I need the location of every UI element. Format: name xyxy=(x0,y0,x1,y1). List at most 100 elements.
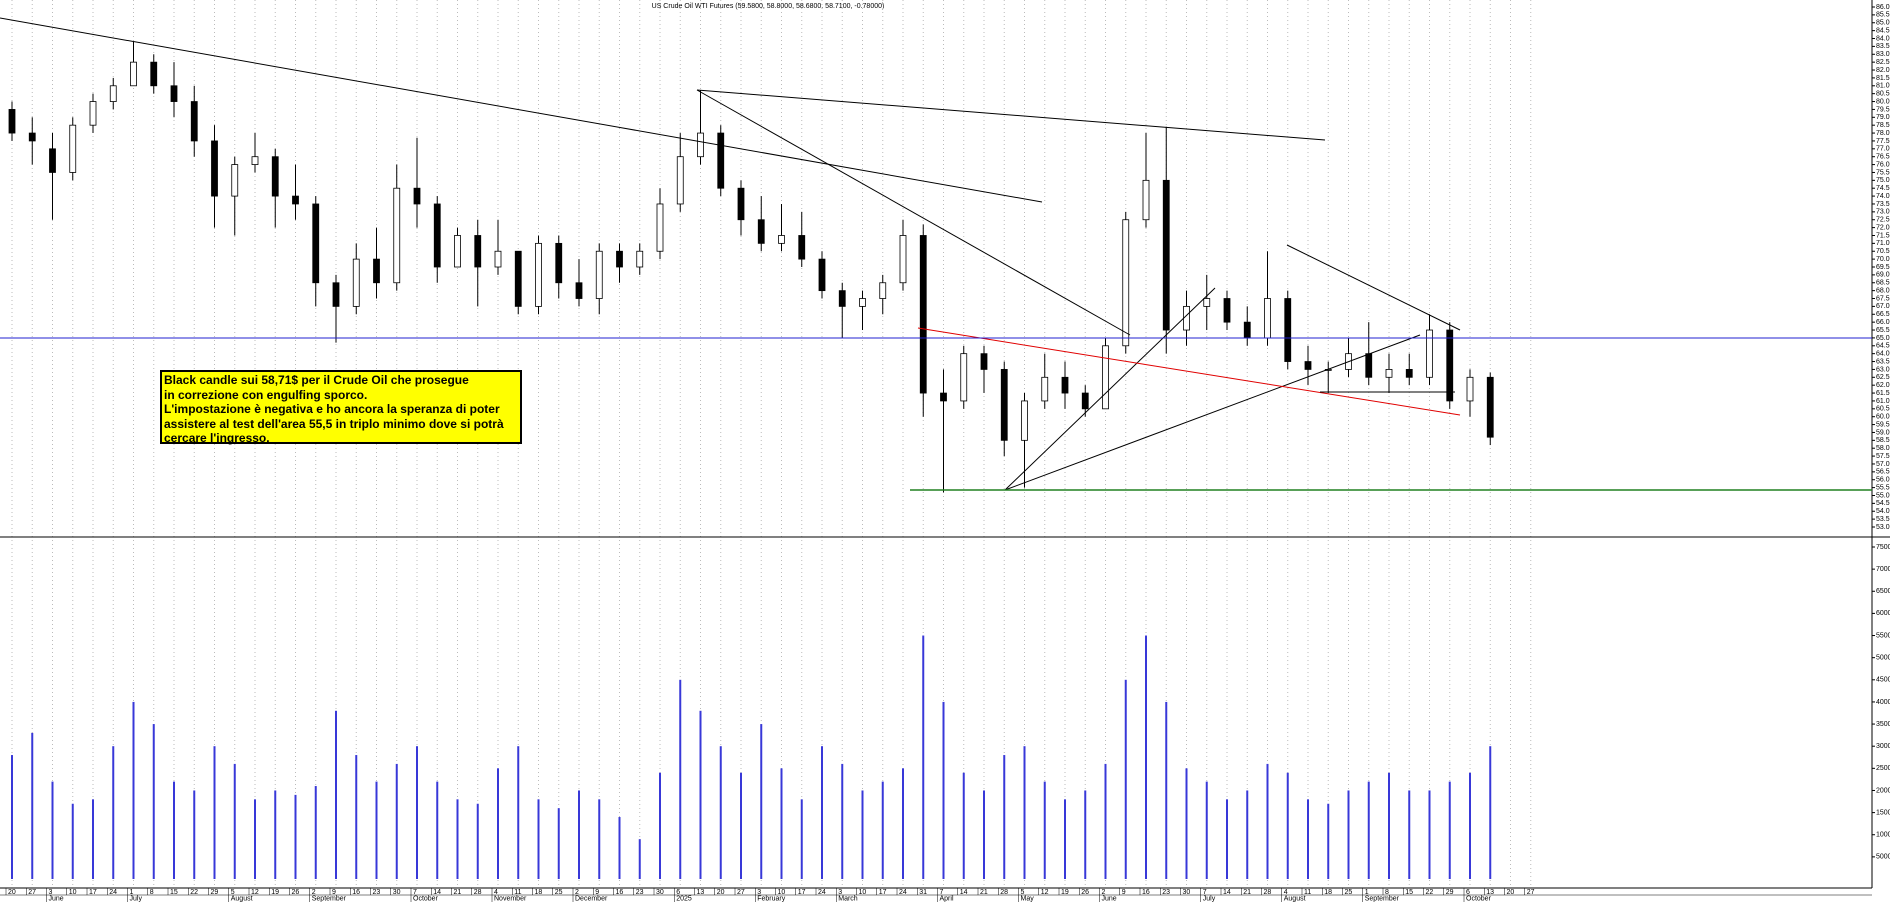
y2-tick-label: 50000 xyxy=(1876,655,1890,662)
x-tick-label: 5 xyxy=(1021,889,1025,896)
candle-body xyxy=(474,235,482,268)
y-tick-label: 61.5 xyxy=(1876,390,1890,397)
x-tick-label: 7 xyxy=(413,889,417,896)
y-tick-label: 72.0 xyxy=(1876,224,1890,231)
volume-bar xyxy=(1307,799,1309,879)
candle-body xyxy=(838,290,846,307)
month-label: September xyxy=(312,895,347,902)
y2-tick-label: 25000 xyxy=(1876,765,1890,772)
month-label: February xyxy=(757,895,786,902)
x-tick-label: 28 xyxy=(1264,889,1272,896)
x-tick-label: 21 xyxy=(454,889,462,896)
volume-bar xyxy=(1145,635,1147,879)
x-tick-label: 5 xyxy=(231,889,235,896)
volume-bar xyxy=(962,772,965,879)
volume-bar xyxy=(1165,701,1168,879)
x-tick-label: 24 xyxy=(899,889,907,896)
month-label: June xyxy=(1102,895,1117,902)
x-tick-label: 17 xyxy=(879,889,887,896)
x-tick-label: 15 xyxy=(170,889,178,896)
x-tick-label: 20 xyxy=(1507,889,1515,896)
y2-tick-label: 75000 xyxy=(1876,544,1890,551)
volume-bar xyxy=(821,746,823,879)
volume-bar xyxy=(902,768,904,879)
x-tick-label: 8 xyxy=(150,889,154,896)
annotation-box: Black candle sui 58,71$ per il Crude Oil… xyxy=(160,370,522,445)
candle-body xyxy=(1142,179,1150,221)
x-tick-label: 4 xyxy=(1284,889,1288,896)
x-tick-label: 14 xyxy=(433,889,441,896)
x-tick-label: 27 xyxy=(737,889,745,896)
x-tick-label: 3 xyxy=(757,889,761,896)
x-tick-label: 14 xyxy=(960,889,968,896)
volume-bar xyxy=(1286,772,1289,879)
y-tick-label: 80.5 xyxy=(1876,91,1890,98)
volume-bar xyxy=(1327,803,1330,879)
volume-bar xyxy=(294,794,297,879)
y-tick-label: 79.0 xyxy=(1876,114,1890,121)
volume-bar xyxy=(355,755,358,879)
volume-bar xyxy=(152,724,155,879)
y-tick-label: 70.0 xyxy=(1876,256,1890,263)
x-tick-label: 12 xyxy=(251,889,259,896)
candle-body xyxy=(1203,298,1211,307)
volume-bar xyxy=(1408,790,1411,879)
volume-bar xyxy=(780,768,783,879)
y-tick-label: 56.0 xyxy=(1876,477,1890,484)
y-tick-label: 67.0 xyxy=(1876,303,1890,310)
candle-body xyxy=(737,187,745,221)
candle-body xyxy=(757,219,765,244)
trend-line xyxy=(696,89,1326,141)
volume-bar xyxy=(861,790,864,879)
candle-body xyxy=(130,61,137,87)
candle-body xyxy=(89,101,97,126)
x-tick-label: 30 xyxy=(393,889,401,896)
y-tick-label: 71.0 xyxy=(1876,240,1890,247)
candle-body xyxy=(1061,376,1069,394)
y-tick-label: 86.0 xyxy=(1876,4,1890,11)
annotation: Black candle sui 58,71$ per il Crude Oil… xyxy=(164,373,469,387)
y-tick-label: 58.0 xyxy=(1876,445,1890,452)
volume-bar xyxy=(274,790,277,879)
y-tick-label: 74.5 xyxy=(1876,185,1890,192)
x-tick-label: 25 xyxy=(1345,889,1353,896)
candle-body xyxy=(69,124,77,173)
month-label: April xyxy=(940,895,954,902)
x-tick-label: 9 xyxy=(332,889,336,896)
x-tick-label: 24 xyxy=(818,889,826,896)
candle-body xyxy=(697,132,704,158)
x-tick-label: 19 xyxy=(271,889,279,896)
x-tick-label: 26 xyxy=(292,889,300,896)
y-tick-label: 69.5 xyxy=(1876,264,1890,271)
candle-body xyxy=(251,156,259,165)
y-tick-label: 56.5 xyxy=(1876,469,1890,476)
volume-bar xyxy=(1003,755,1006,879)
volume-bar xyxy=(193,790,196,879)
candle-body xyxy=(1284,298,1292,362)
volume-bar xyxy=(497,768,499,879)
y-tick-label: 81.5 xyxy=(1876,75,1890,82)
month-label: August xyxy=(231,895,253,902)
y-tick-label: 78.0 xyxy=(1876,130,1890,137)
x-tick-label: 8 xyxy=(1385,889,1389,896)
volume-bar xyxy=(618,817,621,879)
x-tick-label: 23 xyxy=(1162,889,1170,896)
volume-bar xyxy=(1469,772,1471,879)
candle-body xyxy=(575,282,583,299)
y2-tick-label: 15000 xyxy=(1876,809,1890,816)
month-label: October xyxy=(413,895,439,902)
candle-body xyxy=(1223,298,1231,323)
y-tick-label: 68.5 xyxy=(1876,280,1890,287)
volume-bar xyxy=(922,635,925,879)
annotation: L'impostazione è negativa e ho ancora la… xyxy=(164,402,500,416)
annotation: in correzione con engulfing sporco. xyxy=(164,387,368,402)
x-tick-label: 3 xyxy=(838,889,842,896)
candle-body xyxy=(717,132,725,189)
candle-body xyxy=(1385,369,1393,378)
y-tick-label: 84.0 xyxy=(1876,35,1890,42)
y-tick-label: 73.0 xyxy=(1876,209,1890,216)
y-tick-label: 78.5 xyxy=(1876,122,1890,129)
candle-body xyxy=(28,132,36,142)
x-tick-label: 13 xyxy=(1486,889,1494,896)
x-tick-label: 10 xyxy=(69,889,77,896)
